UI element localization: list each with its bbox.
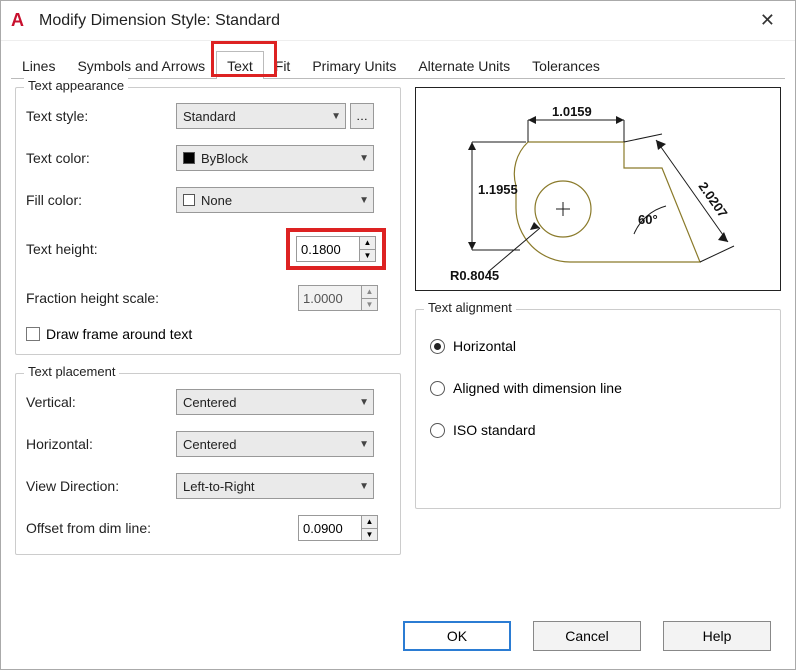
chevron-down-icon: ▼: [359, 397, 369, 408]
legend-text-alignment: Text alignment: [424, 300, 516, 315]
radio-iso[interactable]: ISO standard: [430, 422, 770, 438]
checkbox-draw-frame[interactable]: Draw frame around text: [26, 326, 390, 342]
radio-aligned[interactable]: Aligned with dimension line: [430, 380, 770, 396]
label-offset: Offset from dim line:: [26, 520, 206, 536]
checkbox-icon[interactable]: [26, 327, 40, 341]
dimension-style-dialog: A Modify Dimension Style: Standard ✕ Lin…: [0, 0, 796, 670]
input-fraction-height: [299, 286, 361, 310]
preview-svg: 1.0159 1.1955 2.0207 60° R0.8045: [428, 94, 768, 284]
chevron-down-icon: ▼: [359, 153, 369, 164]
label-text-style: Text style:: [26, 108, 176, 124]
combo-horizontal-value: Centered: [183, 437, 359, 452]
chevron-down-icon: ▼: [362, 299, 377, 311]
combo-fill-color-value: None: [201, 193, 359, 208]
combo-text-color[interactable]: ByBlock ▼: [176, 145, 374, 171]
panels: Text appearance Text style: Standard ▼ …: [11, 79, 785, 573]
combo-view-direction[interactable]: Left-to-Right ▼: [176, 473, 374, 499]
chevron-down-icon[interactable]: ▼: [362, 529, 377, 541]
help-button[interactable]: Help: [663, 621, 771, 651]
combo-horizontal[interactable]: Centered ▼: [176, 431, 374, 457]
svg-text:1.1955: 1.1955: [478, 182, 518, 197]
chevron-up-icon[interactable]: ▲: [362, 516, 377, 529]
tab-alternate-units[interactable]: Alternate Units: [407, 51, 521, 79]
right-column: 1.0159 1.1955 2.0207 60° R0.8045 Text al…: [415, 87, 781, 573]
label-text-color: Text color:: [26, 150, 176, 166]
label-horizontal: Horizontal:: [26, 436, 176, 452]
chevron-down-icon: ▼: [331, 111, 341, 122]
group-text-appearance: Text appearance Text style: Standard ▼ …: [15, 87, 401, 355]
chevron-up-icon: ▲: [362, 286, 377, 299]
combo-text-color-value: ByBlock: [201, 151, 359, 166]
combo-view-direction-value: Left-to-Right: [183, 479, 359, 494]
dialog-body: Lines Symbols and Arrows Text Fit Primar…: [1, 41, 795, 609]
legend-text-appearance: Text appearance: [24, 78, 128, 93]
tab-tolerances[interactable]: Tolerances: [521, 51, 611, 79]
combo-text-style[interactable]: Standard ▼: [176, 103, 346, 129]
text-height-highlight: ▲▼: [286, 228, 386, 270]
none-swatch-icon: [183, 194, 195, 206]
chevron-down-icon: ▼: [359, 481, 369, 492]
radio-icon[interactable]: [430, 381, 445, 396]
label-vertical: Vertical:: [26, 394, 176, 410]
button-bar: OK Cancel Help: [1, 609, 795, 669]
label-fraction-height: Fraction height scale:: [26, 290, 206, 306]
ok-button[interactable]: OK: [403, 621, 511, 651]
spinner-text-height[interactable]: ▲▼: [296, 236, 376, 262]
titlebar: A Modify Dimension Style: Standard ✕: [1, 1, 795, 41]
spin-buttons: ▲▼: [361, 286, 377, 310]
window-title: Modify Dimension Style: Standard: [39, 12, 280, 30]
svg-text:1.0159: 1.0159: [552, 104, 592, 119]
combo-vertical[interactable]: Centered ▼: [176, 389, 374, 415]
dimension-preview: 1.0159 1.1955 2.0207 60° R0.8045: [415, 87, 781, 291]
combo-vertical-value: Centered: [183, 395, 359, 410]
close-button[interactable]: ✕: [752, 6, 783, 35]
legend-text-placement: Text placement: [24, 364, 119, 379]
svg-text:R0.8045: R0.8045: [450, 268, 499, 283]
spinner-offset[interactable]: ▲▼: [298, 515, 378, 541]
tab-lines[interactable]: Lines: [11, 51, 66, 79]
combo-fill-color[interactable]: None ▼: [176, 187, 374, 213]
combo-text-style-value: Standard: [183, 109, 331, 124]
chevron-up-icon[interactable]: ▲: [360, 237, 375, 250]
radio-icon[interactable]: [430, 423, 445, 438]
radio-icon[interactable]: [430, 339, 445, 354]
radio-label-horizontal: Horizontal: [453, 338, 516, 354]
chevron-down-icon[interactable]: ▼: [360, 250, 375, 262]
spin-buttons[interactable]: ▲▼: [361, 516, 377, 540]
chevron-down-icon: ▼: [359, 195, 369, 206]
svg-text:60°: 60°: [638, 212, 658, 227]
label-fill-color: Fill color:: [26, 192, 176, 208]
radio-label-aligned: Aligned with dimension line: [453, 380, 622, 396]
svg-text:2.0207: 2.0207: [696, 179, 731, 220]
tab-symbols-arrows[interactable]: Symbols and Arrows: [66, 51, 216, 79]
tab-strip: Lines Symbols and Arrows Text Fit Primar…: [11, 45, 785, 79]
spinner-fraction-height: ▲▼: [298, 285, 378, 311]
color-swatch-icon: [183, 152, 195, 164]
tab-text[interactable]: Text: [216, 51, 264, 79]
chevron-down-icon: ▼: [359, 439, 369, 450]
tab-primary-units[interactable]: Primary Units: [301, 51, 407, 79]
tab-fit[interactable]: Fit: [264, 51, 302, 79]
text-style-browse-button[interactable]: …: [350, 103, 374, 129]
radio-horizontal[interactable]: Horizontal: [430, 338, 770, 354]
label-view-direction: View Direction:: [26, 478, 176, 494]
input-text-height[interactable]: [297, 237, 359, 261]
group-text-alignment: Text alignment Horizontal Aligned with d…: [415, 309, 781, 509]
left-column: Text appearance Text style: Standard ▼ …: [15, 87, 401, 573]
input-offset[interactable]: [299, 516, 361, 540]
label-draw-frame: Draw frame around text: [46, 326, 192, 342]
group-text-placement: Text placement Vertical: Centered ▼ Hori…: [15, 373, 401, 555]
spin-buttons[interactable]: ▲▼: [359, 237, 375, 261]
radio-label-iso: ISO standard: [453, 422, 536, 438]
autocad-icon: A: [11, 11, 31, 31]
label-text-height: Text height:: [26, 241, 176, 257]
cancel-button[interactable]: Cancel: [533, 621, 641, 651]
